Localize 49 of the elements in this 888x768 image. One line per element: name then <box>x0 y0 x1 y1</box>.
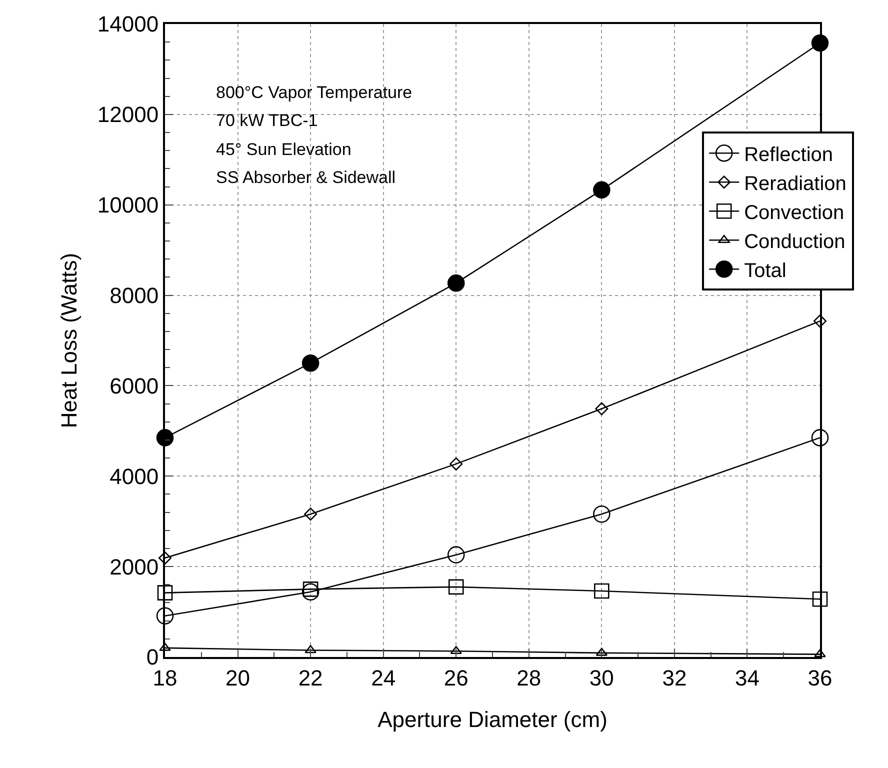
point <box>593 181 610 199</box>
point <box>594 583 610 599</box>
point <box>447 274 465 292</box>
annotation: 800°C Vapor Temperature <box>216 83 412 102</box>
y-tick-label: 2000 <box>110 554 159 580</box>
y-tick-label: 6000 <box>110 373 159 398</box>
x-tick-label: 26 <box>444 665 468 690</box>
y-tick-label: 12000 <box>97 102 159 128</box>
legend-label: Conduction <box>744 230 846 253</box>
point <box>593 505 610 523</box>
x-tick-label: 24 <box>371 665 396 690</box>
point <box>302 583 320 601</box>
y-tick-label: 10000 <box>97 192 159 218</box>
point <box>158 551 172 564</box>
legend-label: Reflection <box>744 144 834 166</box>
point <box>814 649 826 658</box>
point <box>447 546 465 564</box>
point <box>814 314 826 328</box>
legend-label: Convection <box>744 202 844 224</box>
point <box>157 585 173 600</box>
point <box>812 591 828 607</box>
point <box>302 582 318 597</box>
point <box>595 402 608 416</box>
point <box>448 579 464 595</box>
point <box>304 645 316 654</box>
point <box>450 646 462 654</box>
legend-label: Reradiation <box>744 172 846 195</box>
y-tick-label: 4000 <box>110 464 159 489</box>
annotation: 70 kW TBC-1 <box>216 111 318 130</box>
point <box>156 607 174 625</box>
x-tick-label: 30 <box>589 665 614 690</box>
y-tick-label: 8000 <box>110 282 159 308</box>
point <box>304 508 318 521</box>
y-axis-title: Heat Loss (Watts) <box>56 252 82 428</box>
annotation: SS Absorber & Sidewall <box>216 168 396 187</box>
x-tick-label: 20 <box>226 665 250 690</box>
y-tick-label: 14000 <box>97 12 159 37</box>
point <box>302 354 320 372</box>
point <box>159 642 171 651</box>
point <box>811 429 829 446</box>
x-tick-label: 32 <box>662 665 687 690</box>
x-tick-label: 28 <box>516 665 542 690</box>
x-tick-label: 22 <box>298 665 323 690</box>
annotation: 45° Sun Elevation <box>216 140 352 159</box>
x-axis-title: Aperture Diameter (cm) <box>378 706 608 732</box>
point <box>450 457 463 470</box>
legend-label: Total <box>744 260 786 282</box>
x-tick-label: 34 <box>734 665 760 690</box>
x-tick-label: 36 <box>808 665 832 690</box>
